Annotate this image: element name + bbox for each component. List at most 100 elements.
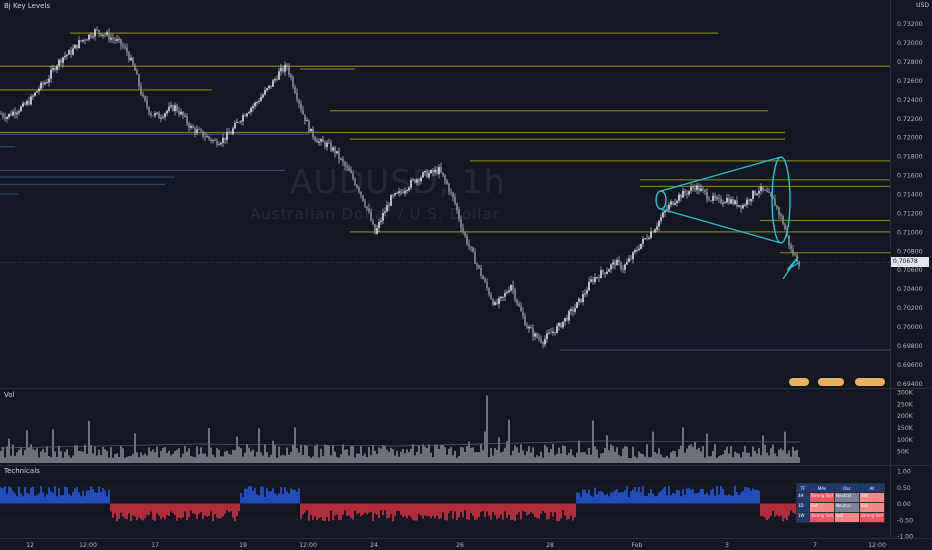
tech-bar	[184, 503, 186, 512]
candle-body	[288, 66, 290, 75]
candle-body	[762, 186, 764, 191]
volume-bar	[440, 444, 442, 463]
candle-body	[330, 142, 332, 151]
volume-bar	[456, 458, 458, 463]
tech-bar	[626, 486, 628, 504]
tech-bar	[210, 503, 212, 512]
tech-bar	[174, 503, 176, 515]
time-tick-label: 12:00	[299, 542, 317, 549]
volume-bar	[342, 444, 344, 463]
volume-bar	[678, 449, 680, 463]
volume-bar	[558, 447, 560, 463]
candle-body	[118, 38, 120, 40]
technicals-pane-label: Technicals	[4, 467, 40, 475]
tech-bar	[538, 503, 540, 519]
tech-bar	[390, 503, 392, 514]
volume-bar	[692, 446, 694, 463]
volume-bar	[580, 452, 582, 463]
tech-bar	[334, 503, 336, 516]
candle-body	[570, 309, 572, 312]
candle-body	[236, 121, 238, 123]
candle-body	[600, 270, 602, 279]
tech-bar	[730, 495, 732, 504]
volume-bar	[42, 448, 44, 463]
tech-bar	[222, 503, 224, 517]
tech-bar	[172, 503, 174, 513]
tech-bar	[618, 492, 620, 504]
volume-bar	[530, 452, 532, 463]
candle-body	[508, 290, 510, 293]
volume-bar	[460, 446, 462, 463]
tech-bar	[328, 503, 330, 522]
candle-body	[366, 206, 368, 209]
tech-bar	[294, 489, 296, 504]
tech-bar	[614, 490, 616, 504]
volume-bar	[550, 448, 552, 463]
candle-body	[538, 337, 540, 339]
time-tick-label: 7	[813, 542, 817, 549]
tech-bar	[136, 503, 138, 521]
candle-body	[552, 331, 554, 334]
candle-body	[334, 147, 336, 154]
events-button[interactable]	[818, 378, 844, 386]
table-row: 1W Strong Sell Sell Strong Sell	[796, 512, 885, 523]
time-tick-label: 19	[239, 542, 247, 549]
time-tick-label: Feb	[632, 542, 643, 549]
tech-bar	[208, 503, 210, 517]
volume-bar	[220, 456, 222, 463]
tech-bar	[204, 503, 206, 516]
candle-body	[380, 220, 382, 223]
tech-bar	[318, 503, 320, 519]
candle-body	[196, 129, 198, 133]
tech-bar	[636, 491, 638, 504]
price-tick-label: 0.69600	[897, 362, 923, 369]
volume-bar	[560, 453, 562, 463]
candle-body	[486, 281, 488, 289]
candle-body	[700, 188, 702, 192]
volume-bar	[740, 457, 742, 463]
volume-bar	[372, 445, 374, 463]
table-header: Osc	[834, 483, 860, 493]
candle-body	[344, 162, 346, 167]
volume-bar	[338, 457, 340, 463]
volume-bar	[288, 454, 290, 463]
candle-body	[648, 237, 650, 240]
candle-body	[382, 212, 384, 221]
price-tick-label: 0.71000	[897, 229, 923, 236]
volume-bar	[104, 449, 106, 463]
tech-bar	[476, 503, 478, 520]
volume-bar	[256, 451, 258, 463]
volume-bar	[788, 450, 790, 463]
tech-bar	[570, 503, 572, 516]
volume-bar	[598, 458, 600, 463]
price-tick-label: 0.71800	[897, 154, 923, 161]
volume-bar	[542, 457, 544, 463]
tech-bar	[400, 503, 402, 515]
candle-body	[482, 276, 484, 280]
dividends-button[interactable]	[855, 378, 885, 386]
tech-bar	[420, 503, 422, 516]
volume-bar	[208, 428, 210, 463]
volume-bar	[232, 449, 234, 463]
volume-bar	[46, 446, 48, 463]
replay-button[interactable]	[789, 378, 809, 386]
candle-body	[282, 67, 284, 72]
tech-bar	[494, 503, 496, 516]
volume-bar	[8, 438, 10, 463]
volume-bar	[384, 445, 386, 463]
candle-body	[16, 112, 18, 115]
volume-bar	[266, 452, 268, 463]
candle-body	[696, 185, 698, 191]
tech-bar	[16, 496, 18, 504]
price-tick-label: 0.73200	[897, 21, 923, 28]
tech-bar	[92, 488, 94, 504]
candle-body	[140, 86, 142, 95]
tech-bar	[162, 503, 164, 518]
tech-bar	[516, 503, 518, 515]
candle-body	[416, 179, 418, 183]
volume-tick-label: 100K	[897, 437, 914, 444]
candle-body	[594, 277, 596, 283]
volume-bar	[476, 452, 478, 463]
volume-bar	[350, 445, 352, 463]
